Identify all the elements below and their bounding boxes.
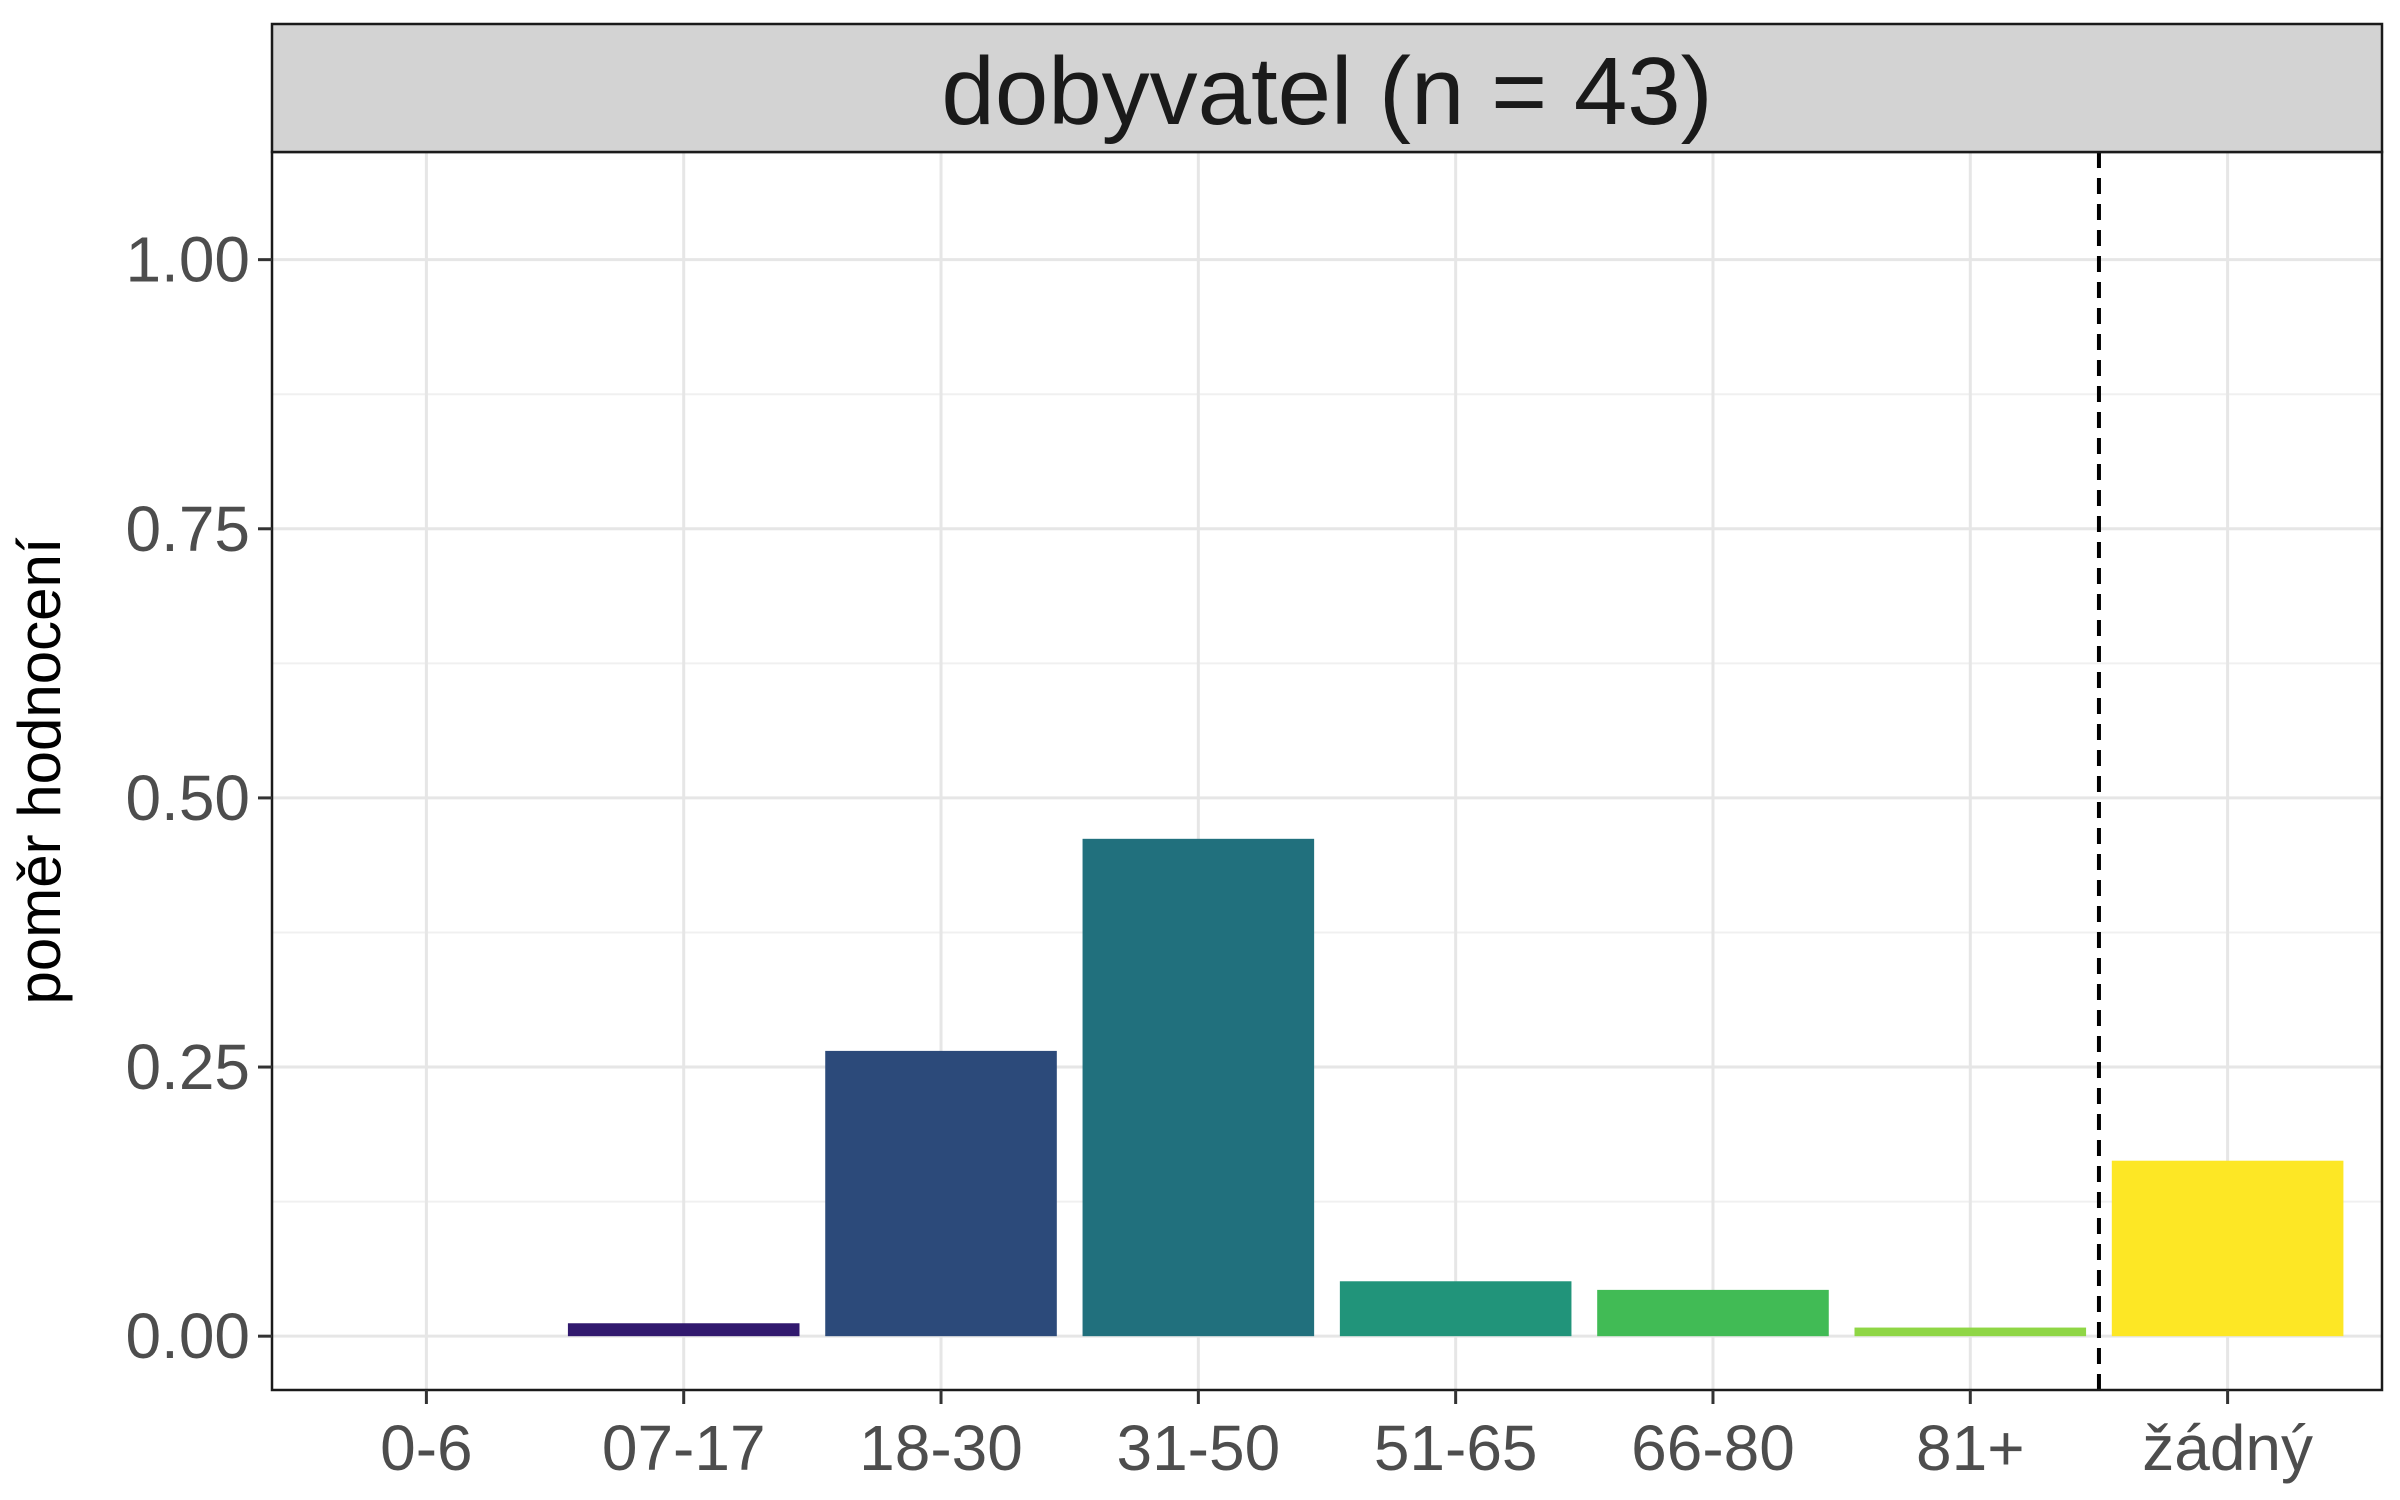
x-tick-label: 07-17 [602,1412,766,1484]
bar-66-80 [1597,1289,1829,1337]
x-tick-label: 51-65 [1374,1412,1538,1484]
plot-panel-background [272,152,2382,1390]
y-axis-title: poměr hodnocení [6,537,73,1004]
y-axis: 0.00 0.25 0.50 0.75 1.00 [125,224,272,1372]
bar-51-65 [1339,1281,1572,1337]
y-tick-label: 0.00 [125,1300,250,1372]
bars [567,838,2344,1337]
x-tick-label: 66-80 [1631,1412,1795,1484]
bar-18-30 [825,1050,1057,1337]
y-tick-label: 1.00 [125,224,250,296]
bar-31-50 [1082,838,1315,1337]
y-tick-label: 0.75 [125,493,250,565]
y-tick-label: 0.50 [125,762,250,834]
bar-81+ [1854,1327,2087,1337]
y-tick-label: 0.25 [125,1031,250,1103]
x-tick-label: 31-50 [1116,1412,1280,1484]
bar-žádný [2111,1160,2344,1337]
facet-strip [270,22,2384,154]
x-tick-label: žádný [2142,1412,2313,1484]
minor-gridlines [272,393,2382,1203]
x-axis: 0-6 07-17 18-30 31-50 51-65 66-80 81+ žádný [380,1390,2313,1484]
bar-07-17 [567,1323,800,1337]
chart-title: dobyvatel (n = 43) [941,38,1712,145]
x-tick-label: 18-30 [859,1412,1023,1484]
x-tick-label: 0-6 [380,1412,473,1484]
x-tick-label: 81+ [1916,1412,2025,1484]
